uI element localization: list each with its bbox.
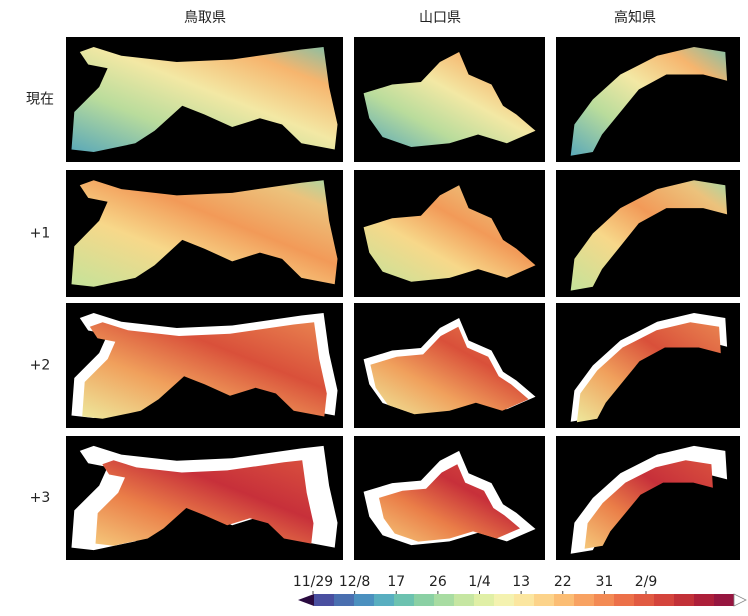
colorbar-segment [714,594,735,606]
colorbar-segment [694,594,715,606]
column-header: 鳥取県 [184,10,226,26]
colorbar-segment [434,594,455,606]
column-header: 山口県 [419,10,461,26]
colorbar-tick-label: 1/4 [468,574,491,590]
colorbar-segment [514,594,535,606]
colorbar-segment [674,594,695,606]
colorbar-segment [534,594,555,606]
row-label: +3 [30,490,51,506]
colorbar-segment [374,594,395,606]
colorbar-segment [654,594,675,606]
colorbar-tick-label: 26 [429,574,447,590]
colorbar-tick-label: 22 [554,574,572,590]
colorbar-segment [414,594,435,606]
colorbar-segment [394,594,415,606]
colorbar-segment [554,594,575,606]
colorbar-segment [354,594,375,606]
colorbar-segment [574,594,595,606]
colorbar-tick-label: 11/29 [293,574,333,590]
colorbar-segment [594,594,615,606]
colorbar-tick-label: 17 [387,574,405,590]
colorbar-segment [454,594,475,606]
colorbar-tick-label: 31 [595,574,613,590]
colorbar-tick-label: 2/9 [635,574,658,590]
colorbar-segment [614,594,635,606]
row-label: +1 [30,226,51,242]
figure: 鳥取県 山口県 高知県現在 +1 +2 +3 11/29 12/8 17 26 1/4 13 22 31… [0,0,748,612]
row-label: 現在 [26,92,54,108]
colorbar-segment [494,594,515,606]
colorbar-segment [314,594,335,606]
colorbar-segment [474,594,495,606]
row-label: +2 [30,358,51,374]
colorbar-segment [634,594,655,606]
colorbar-max [734,594,746,606]
colorbar-tick-label: 12/8 [339,574,370,590]
colorbar-tick-label: 13 [512,574,530,590]
colorbar-min [298,594,314,606]
colorbar-segment [334,594,355,606]
column-header: 高知県 [614,9,656,26]
